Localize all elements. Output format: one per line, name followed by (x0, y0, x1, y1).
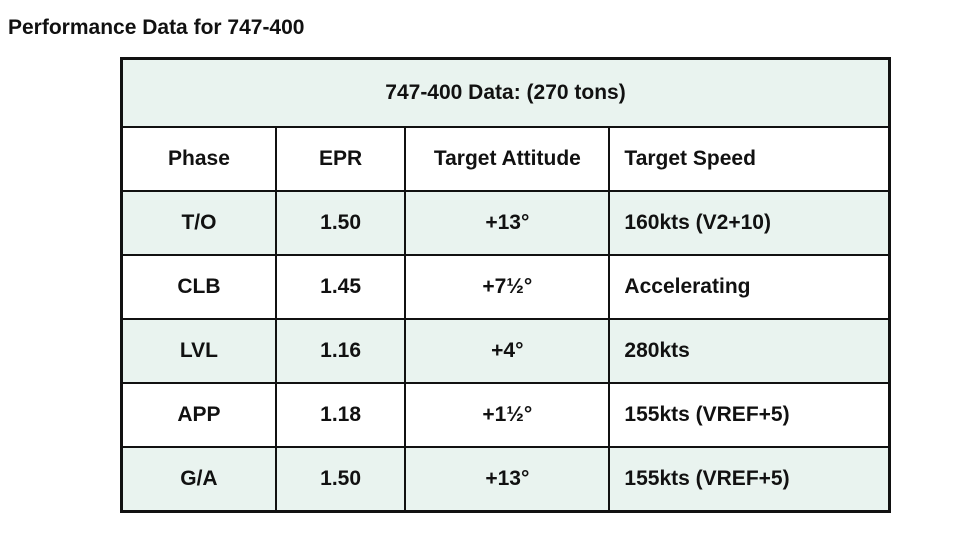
table-cell: +1½° (404, 382, 611, 448)
column-header: Target Attitude (404, 126, 611, 192)
table-cell: 1.50 (274, 190, 407, 256)
table-cell: LVL (120, 318, 277, 384)
column-header: EPR (274, 126, 407, 192)
table-cell: +4° (404, 318, 611, 384)
column-header: Target Speed (608, 126, 891, 192)
caption-row: 747-400 Data: (270 tons) (120, 57, 891, 128)
table-cell: 1.18 (274, 382, 407, 448)
table-row: G/A 1.50 +13° 155kts (VREF+5) (120, 446, 891, 513)
table-cell: 1.45 (274, 254, 407, 320)
table-row: LVL 1.16 +4° 280kts (120, 318, 891, 384)
table-cell: 160kts (V2+10) (608, 190, 891, 256)
table-caption: 747-400 Data: (270 tons) (120, 57, 891, 128)
column-header: Phase (120, 126, 277, 192)
table-cell: +13° (404, 446, 611, 513)
table-cell: +7½° (404, 254, 611, 320)
page-title: Performance Data for 747-400 (8, 16, 305, 39)
table-cell: 280kts (608, 318, 891, 384)
table-cell: +13° (404, 190, 611, 256)
table-cell: CLB (120, 254, 277, 320)
table-cell: G/A (120, 446, 277, 513)
table-row: APP 1.18 +1½° 155kts (VREF+5) (120, 382, 891, 448)
performance-table: 747-400 Data: (270 tons) Phase EPR Target … (120, 57, 891, 513)
table-cell: 1.16 (274, 318, 407, 384)
table-cell: APP (120, 382, 277, 448)
table-row: CLB 1.45 +7½° Accelerating (120, 254, 891, 320)
table-cell: 155kts (VREF+5) (608, 446, 891, 513)
table-cell: 155kts (VREF+5) (608, 382, 891, 448)
table-cell: Accelerating (608, 254, 891, 320)
table-body: 747-400 Data: (270 tons) Phase EPR Target … (120, 57, 891, 513)
column-header-row: Phase EPR Target Attitude Target Speed (120, 126, 891, 192)
table-row: T/O 1.50 +13° 160kts (V2+10) (120, 190, 891, 256)
table-cell: 1.50 (274, 446, 407, 513)
table-cell: T/O (120, 190, 277, 256)
